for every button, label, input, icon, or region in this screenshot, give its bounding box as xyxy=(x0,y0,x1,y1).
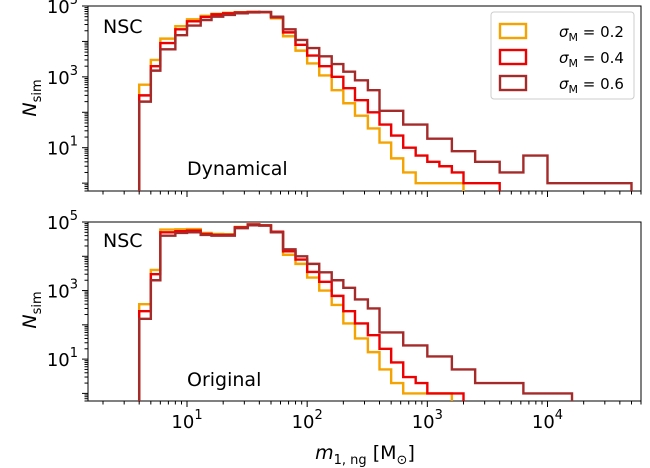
histogram-series-0 xyxy=(137,223,454,401)
legend-label: σM = 0.2 xyxy=(559,23,624,44)
panel-label: NSC xyxy=(103,230,143,252)
ticks-layer: 101 103 105 101 102 103 104 xyxy=(47,209,642,433)
x-tick-label: 102 xyxy=(292,408,323,433)
series-layer xyxy=(137,10,633,191)
legend-label: σM = 0.4 xyxy=(559,49,624,70)
y-tick-label: 103 xyxy=(47,278,78,303)
series-layer xyxy=(137,223,574,401)
panel-annotation: Dynamical xyxy=(187,158,288,180)
x-tick-label: 101 xyxy=(171,408,202,433)
histogram-series-1 xyxy=(137,223,465,401)
panel-label: NSC xyxy=(103,16,143,38)
legend: σM = 0.2 σM = 0.4 σM = 0.6 xyxy=(490,11,635,100)
y-axis-label: Nsim xyxy=(19,79,45,116)
legend-swatch xyxy=(498,74,528,92)
y-tick-label: 103 xyxy=(47,64,78,89)
legend-label: σM = 0.6 xyxy=(559,75,624,96)
histogram-series-1 xyxy=(137,10,501,191)
y-tick-label: 101 xyxy=(47,135,78,160)
plot-area-frame xyxy=(87,221,642,402)
legend-swatch xyxy=(498,22,528,40)
x-axis-label: m1, ng [M⊙] xyxy=(315,442,415,468)
y-tick-label: 105 xyxy=(47,209,78,234)
y-axis-label: Nsim xyxy=(19,291,45,328)
y-tick-label: 101 xyxy=(47,346,78,371)
x-tick-label: 103 xyxy=(412,408,443,433)
x-tick-label: 104 xyxy=(532,408,563,433)
histogram-series-2 xyxy=(137,224,574,401)
histogram-series-2 xyxy=(137,10,633,191)
y-tick-label: 105 xyxy=(47,0,78,18)
panel-annotation: Original xyxy=(187,369,261,391)
legend-swatch xyxy=(498,48,528,66)
ticks-layer: 101 103 105 xyxy=(47,0,642,197)
